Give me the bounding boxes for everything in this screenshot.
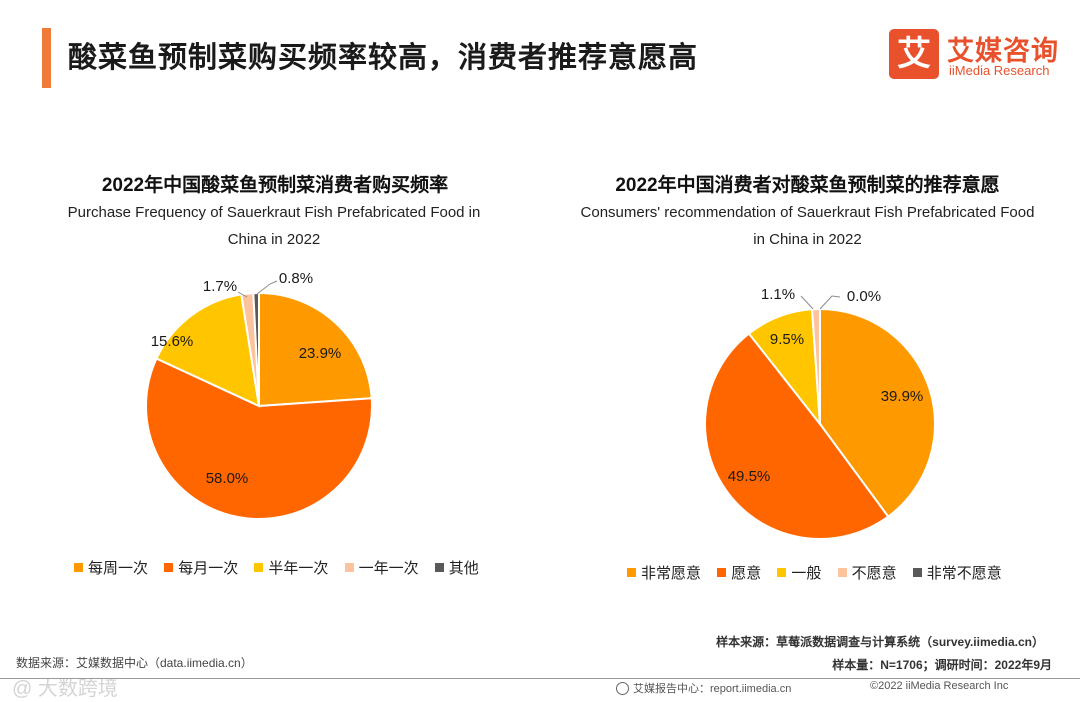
legend-item: 一般 [777,562,821,583]
legend-swatch [434,563,444,572]
sample-source: 样本来源：草莓派数据调查与计算系统（survey.iimedia.cn） [716,635,1044,649]
logo-mark: 艾 [889,29,939,79]
legend-swatch [717,568,727,577]
globe-icon [616,682,629,695]
chart1-data-label-2: 15.6% [151,333,194,350]
chart1-data-label-1: 58.0% [206,470,249,487]
chart2-data-label-0: 39.9% [881,388,924,405]
legend-item: 非常愿意 [627,562,701,583]
chart2-slice-0 [819,307,936,519]
chart1-leader-line-4 [256,280,278,295]
chart1-slice-2 [155,293,261,408]
legend-item: 一年一次 [344,557,419,578]
legend-swatch [912,568,922,577]
chart1-slice-1 [145,357,373,520]
chart2-leader-line-4 [819,295,841,310]
chart1-slice-0 [258,291,373,408]
chart1-data-label-0: 23.9% [299,345,342,362]
chart1-leader-line-3 [237,291,248,298]
chart2-data-label-4: 0.0% [847,288,881,305]
chart2-data-label-3: 1.1% [761,286,795,303]
chart2-legend: 非常愿意 愿意 一般 不愿意 非常不愿意 [627,562,1014,583]
chart2-slice-1 [704,332,890,540]
legend-item: 每月一次 [164,557,238,578]
legend-item: 半年一次 [254,557,328,578]
title-accent-bar [42,28,51,88]
report-center: 艾媒报告中心：report.iimedia.cn [616,680,791,696]
iimedia-logo: 艾 艾媒咨询 iiMedia Research [889,29,1069,83]
watermark: @ 大数跨境 [12,678,118,700]
legend-item: 其他 [434,557,479,578]
legend-item: 不愿意 [837,562,897,583]
chart1-legend: 每周一次 每月一次 半年一次 一年一次 其他 [74,557,491,578]
legend-swatch [254,563,264,572]
legend-item: 每周一次 [74,557,148,578]
chart1-title-cn: 2022年中国酸菜鱼预制菜消费者购买频率 [101,175,449,196]
chart2-title-cn: 2022年中国消费者对酸菜鱼预制菜的推荐意愿 [615,175,1000,196]
legend-swatch [627,568,636,577]
chart2-title-en: Consumers' recommendation of Sauerkraut … [580,204,1035,248]
chart1-data-label-3: 1.7% [203,278,237,295]
legend-swatch [777,568,787,577]
logo-cn-text: 艾媒咨询 [947,36,1059,66]
chart1-title-en: Purchase Frequency of Sauerkraut Fish Pr… [67,204,481,248]
legend-item: 愿意 [717,562,761,583]
page-title: 酸菜鱼预制菜购买频率较高，消费者推荐意愿高 [68,42,699,74]
chart2-data-label-1: 49.5% [728,468,771,485]
data-source: 数据来源：艾媒数据中心（data.iimedia.cn） [16,656,253,670]
legend-swatch [74,563,83,572]
legend-swatch [164,563,174,572]
legend-item: 非常不愿意 [912,562,1002,583]
chart2-leader-line-3 [800,295,814,310]
legend-swatch [837,568,847,577]
sample-size: 样本量：N=1706；调研时间：2022年9月 [832,658,1052,672]
copyright: ©2022 iiMedia Research Inc [870,680,1009,692]
chart2-slice-3 [810,307,821,425]
chart2-data-label-2: 9.5% [770,331,804,348]
footer-divider [0,678,1080,679]
chart1-data-label-4: 0.8% [279,270,313,287]
logo-en-text: iiMedia Research [949,63,1050,78]
legend-swatch [344,563,354,572]
